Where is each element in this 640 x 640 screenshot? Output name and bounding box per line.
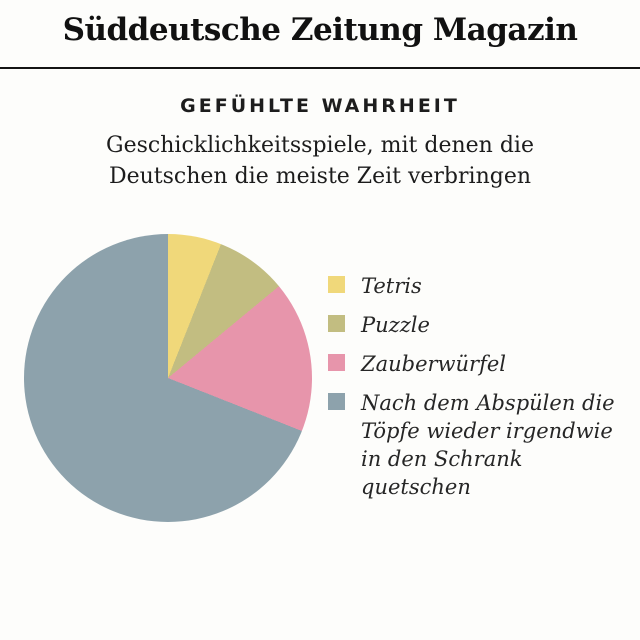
chart-subtitle-line-2: Deutschen die meiste Zeit verbringen [108,164,532,189]
legend-label-zauberwuerfel: Zauberwürfel [361,352,507,376]
legend-swatch-puzzle [328,315,345,332]
chart-subtitle: Geschicklichkeitsspiele, mit denen die D… [0,130,640,192]
chart-kicker: GEFÜHLTE WAHRHEIT [180,95,460,117]
legend-item-tetris: Tetris [328,272,619,300]
pie-chart [24,234,312,522]
legend-item-puzzle: Puzzle [328,311,619,339]
legend-swatch-zauberwuerfel [328,354,345,371]
masthead-logo: Süddeutsche Zeitung Magazin [62,12,578,48]
legend-label-tetris: Tetris [361,274,422,298]
header-rule [0,67,640,69]
legend: Tetris Puzzle Zauberwürfel Nach dem Absp… [328,272,619,512]
legend-swatch-toepfe [328,393,345,410]
chart-subtitle-line-1: Geschicklichkeitsspiele, mit denen die [106,133,534,158]
legend-swatch-tetris [328,276,345,293]
legend-label-puzzle: Puzzle [361,313,430,337]
legend-item-toepfe: Nach dem Abspülen die Töpfe wieder irgen… [328,389,619,501]
legend-label-toepfe: Nach dem Abspülen die Töpfe wieder irgen… [361,391,615,499]
legend-item-zauberwuerfel: Zauberwürfel [328,350,619,378]
